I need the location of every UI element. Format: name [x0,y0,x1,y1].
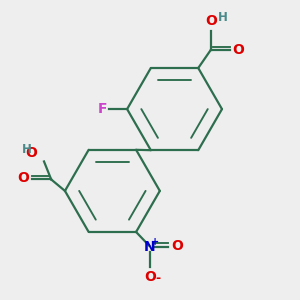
Text: O: O [25,146,37,160]
Text: +: + [151,237,159,248]
Text: O: O [205,14,217,28]
Text: H: H [218,11,228,24]
Text: O: O [232,43,244,57]
Text: N: N [144,240,156,254]
Text: -: - [156,272,161,285]
Text: F: F [98,102,107,116]
Text: O: O [18,172,30,185]
Text: O: O [171,239,183,253]
Text: O: O [144,270,156,283]
Text: H: H [22,142,32,156]
